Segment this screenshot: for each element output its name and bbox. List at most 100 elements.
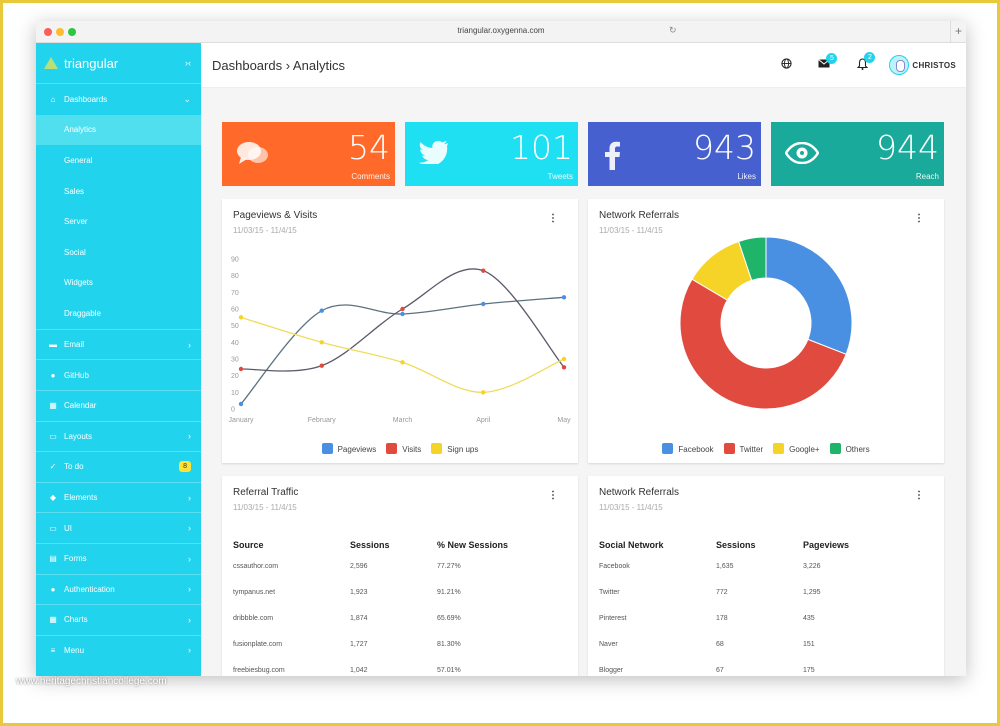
todo-count-badge: 8 [179, 461, 191, 473]
column-header[interactable]: % New Sessions [437, 540, 509, 550]
table-cell: Blogger [599, 666, 624, 674]
sidebar-item-server[interactable]: Server [36, 206, 201, 237]
twitter-icon [419, 140, 449, 171]
column-header[interactable]: Sessions [716, 540, 756, 550]
data-point [400, 360, 405, 365]
table-cell: 3,226 [803, 562, 821, 570]
forms-icon: ▤ [49, 554, 57, 564]
mail-button[interactable]: 5 [805, 53, 843, 71]
sidebar-item-dashboards[interactable]: ⌂ Dashboards ⌄ [36, 84, 201, 115]
chevron-right-icon: › [188, 431, 191, 442]
card-menu-icon[interactable]: ⋮ [914, 213, 924, 224]
language-button[interactable] [767, 58, 805, 72]
sidebar-item-authentication[interactable]: ● Authentication › [36, 573, 201, 605]
sidebar-item-menu[interactable]: ≡ Menu › [36, 634, 201, 666]
data-point [481, 301, 486, 307]
table-cell: 67 [716, 666, 724, 674]
donut-slice-facebook [765, 236, 853, 355]
x-tick-label: April [476, 417, 490, 424]
legend-item[interactable]: Twitter [723, 443, 763, 454]
legend-item[interactable]: Facebook [662, 443, 714, 454]
close-window-button[interactable] [44, 28, 52, 36]
card-menu-icon[interactable]: ⋮ [548, 213, 558, 224]
legend-item[interactable]: Sign ups [431, 443, 478, 454]
sidebar-item-github[interactable]: ● GitHub [36, 359, 201, 390]
sidebar-item-sales[interactable]: Sales [36, 176, 201, 207]
table-cell: 772 [716, 588, 728, 596]
x-tick-label: January [229, 417, 254, 424]
chevron-right-icon: › [188, 553, 191, 564]
user-avatar[interactable] [889, 55, 910, 75]
sidebar-item-ui[interactable]: ▭ UI › [36, 512, 201, 543]
sidebar-item-forms[interactable]: ▤ Forms › [36, 542, 201, 574]
card-menu-icon[interactable]: ⋮ [548, 490, 558, 501]
table-cell: 81.30% [437, 640, 461, 648]
network-referrals-table: Social Network Sessions Pageviews Facebook 1… [599, 537, 923, 676]
sidebar-item-to-do[interactable]: ✓ To do 8 [36, 451, 201, 482]
table-row: Pinterest 178 435 [599, 605, 923, 631]
table-cell: 1,923 [350, 588, 368, 596]
line-chart: 0 10 20 30 40 50 60 70 80 90 January February March A… [229, 257, 572, 425]
browser-titlebar: triangular.oxygenna.com ↻ + [36, 21, 966, 43]
address-bar[interactable]: triangular.oxygenna.com [457, 26, 545, 35]
likes-label: Likes [737, 172, 756, 181]
sidebar-item-label: UI [64, 523, 72, 533]
column-header[interactable]: Pageviews [803, 540, 850, 550]
sidebar-item-label: Authentication [64, 584, 115, 594]
chevron-right-icon: › [188, 492, 191, 503]
sidebar-item-social[interactable]: Social [36, 237, 201, 268]
minimize-window-button[interactable] [56, 28, 64, 36]
line-chart-legend: Pageviews Visits Sign ups [222, 443, 578, 454]
brand-name: triangular [64, 55, 119, 71]
legend-item[interactable]: Others [829, 443, 870, 454]
legend-label: Facebook [678, 445, 714, 454]
globe-icon [781, 58, 792, 69]
sidebar-item-label: GitHub [64, 370, 89, 380]
maximize-window-button[interactable] [68, 28, 76, 36]
referral-traffic-table: Source Sessions % New Sessions cssauthor.co… [233, 537, 557, 676]
data-point [238, 401, 244, 407]
sidebar-item-label: To do [64, 462, 84, 472]
sidebar-item-analytics[interactable]: Analytics [36, 114, 201, 146]
user-name[interactable]: CHRISTOS [912, 60, 956, 70]
network-referrals-chart-card: Network Referrals 11/03/15 - 11/4/15 ⋮ F… [588, 199, 944, 463]
data-point [481, 268, 486, 273]
collapse-sidebar-icon[interactable]: ›‹ [185, 58, 191, 68]
column-header[interactable]: Sessions [350, 540, 390, 550]
sidebar-item-calendar[interactable]: ▦ Calendar [36, 389, 201, 421]
table-cell: 65.69% [437, 614, 461, 622]
notifications-button[interactable]: 2 [843, 51, 881, 73]
table-cell: dribbble.com [233, 614, 274, 622]
sidebar-item-charts[interactable]: ▦ Charts › [36, 604, 201, 635]
sidebar-item-label: Social [64, 247, 86, 257]
notification-count-badge: 2 [864, 51, 876, 63]
table-cell: 68 [716, 640, 724, 648]
reload-icon[interactable]: ↻ [669, 25, 677, 35]
x-tick-label: March [393, 417, 413, 424]
sidebar-item-elements[interactable]: ◆ Elements › [36, 481, 201, 513]
legend-swatch [386, 443, 398, 454]
y-tick-label: 30 [231, 357, 239, 364]
legend-item[interactable]: Visits [386, 443, 421, 454]
sidebar-item-general[interactable]: General [36, 145, 201, 176]
sidebar-item-label: Dashboards [64, 94, 108, 104]
column-header[interactable]: Source [233, 540, 264, 550]
brand[interactable]: triangular ›‹ [36, 43, 201, 84]
legend-item[interactable]: Pageviews [321, 443, 376, 454]
sidebar-item-layouts[interactable]: ▭ Layouts › [36, 420, 201, 452]
table-row: Naver 68 151 [599, 631, 923, 657]
legend-item[interactable]: Google+ [773, 443, 820, 454]
table-cell: 1,635 [716, 562, 734, 570]
column-header[interactable]: Social Network [599, 540, 664, 550]
new-tab-button[interactable]: + [950, 21, 966, 43]
sidebar-item-email[interactable]: ▬ Email › [36, 328, 201, 360]
breadcrumb: Dashboards › Analytics [212, 57, 345, 73]
elements-icon: ◆ [49, 493, 57, 503]
card-menu-icon[interactable]: ⋮ [914, 490, 924, 501]
card-title: Network Referrals [599, 487, 680, 498]
legend-label: Visits [402, 445, 422, 454]
sidebar-item-draggable[interactable]: Draggable [36, 298, 201, 329]
table-cell: 178 [716, 614, 728, 622]
sidebar-item-widgets[interactable]: Widgets [36, 268, 201, 299]
